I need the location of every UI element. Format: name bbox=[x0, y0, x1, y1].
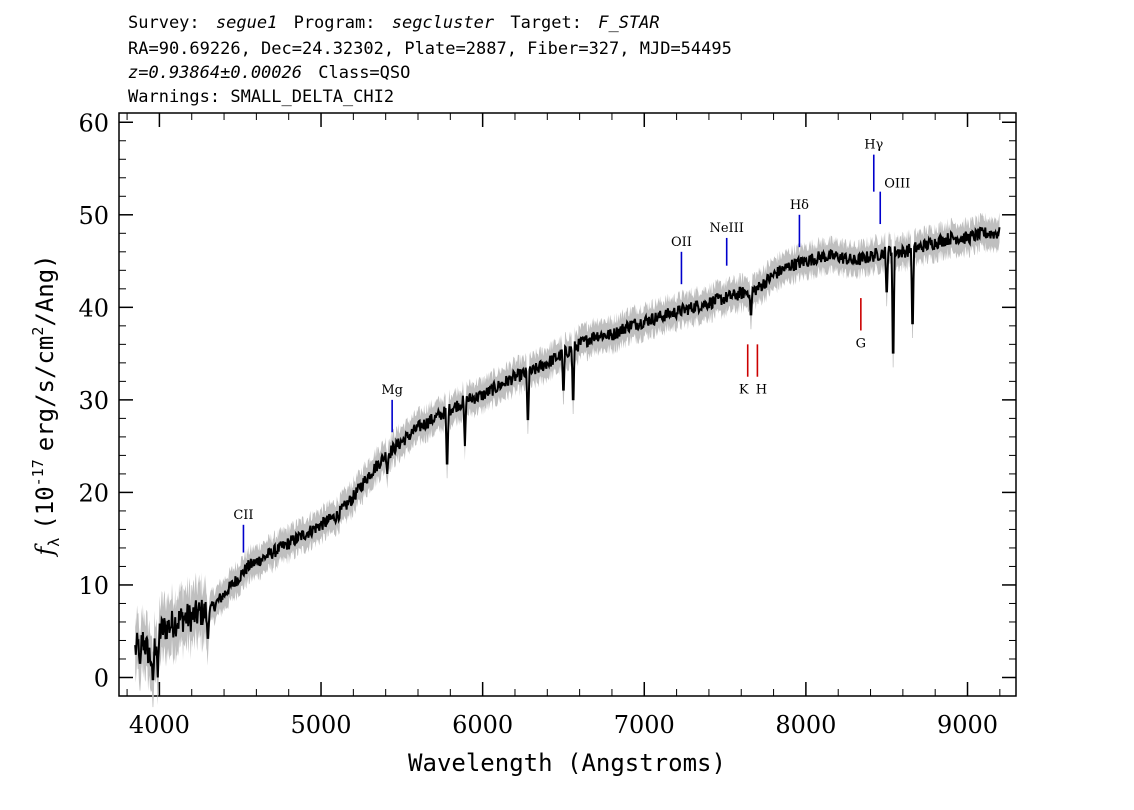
spectrum-line bbox=[134, 226, 1001, 681]
line-label-4: Hδ bbox=[790, 198, 809, 213]
x-tick-label-0: 4000 bbox=[129, 711, 190, 739]
y-tick-label-1: 10 bbox=[78, 572, 109, 600]
header-line-4: Warnings: SMALL_DELTA_CHI2 bbox=[128, 87, 394, 107]
x-tick-label-1: 5000 bbox=[290, 711, 351, 739]
line-label-1: Mg bbox=[381, 383, 403, 398]
spectral-lines-layer: CII Mg OII NeIII Hδ Hγ OIII K H G bbox=[233, 138, 910, 553]
x-tick-label-5: 9000 bbox=[937, 711, 998, 739]
y-tick-label-4: 40 bbox=[78, 294, 109, 322]
y-axis-unit-mid: erg/s/cm bbox=[31, 336, 59, 452]
x-tick-label-3: 7000 bbox=[614, 711, 675, 739]
header-line-3: z=0.93864±0.00026 Class=QSO bbox=[128, 63, 410, 83]
y-axis-title: fλ(10-17erg/s/cm2/Ang) bbox=[29, 254, 63, 557]
class-value: Class=QSO bbox=[318, 63, 410, 83]
error-band bbox=[135, 212, 1000, 708]
y-tick-label-2: 20 bbox=[78, 479, 109, 507]
line-label-5: Hγ bbox=[864, 138, 883, 153]
header-line-2: RA=90.69226, Dec=24.32302, Plate=2887, F… bbox=[128, 39, 732, 59]
x-axis-title: Wavelength (Angstroms) bbox=[408, 749, 726, 777]
header: Survey: segue1 Program: segcluster Targe… bbox=[128, 13, 732, 107]
target-label: Target: bbox=[510, 13, 582, 33]
x-tick-label-2: 6000 bbox=[452, 711, 513, 739]
y-tick-label-6: 60 bbox=[78, 109, 109, 137]
line-label-9: G bbox=[856, 336, 866, 351]
line-label-2: OII bbox=[671, 235, 692, 250]
survey-value: segue1 bbox=[216, 13, 277, 33]
redshift-value: z=0.93864±0.00026 bbox=[128, 63, 302, 83]
y-axis-subscript: λ bbox=[45, 538, 63, 547]
y-axis-exponent: -17 bbox=[29, 459, 47, 486]
y-axis-unit-pre: (10 bbox=[31, 486, 59, 529]
ticks-layer: 4000 5000 6000 7000 8000 9000 0 10 20 30 40 50 60 bbox=[78, 109, 1016, 739]
x-tick-label-4: 8000 bbox=[775, 711, 836, 739]
line-label-3: NeIII bbox=[709, 221, 743, 236]
y-tick-label-5: 50 bbox=[78, 202, 109, 230]
header-line-1: Survey: segue1 Program: segcluster Targe… bbox=[128, 13, 660, 33]
error-band-layer bbox=[135, 212, 1000, 708]
plot-frame bbox=[118, 112, 1017, 697]
program-value: segcluster bbox=[392, 13, 495, 33]
y-axis-exponent-2: 2 bbox=[29, 327, 47, 336]
line-label-7: K bbox=[739, 383, 749, 398]
y-axis-unit-post: /Ang) bbox=[31, 254, 59, 326]
spectrum-layer bbox=[134, 226, 1001, 681]
survey-label: Survey: bbox=[128, 13, 200, 33]
y-tick-label-0: 0 bbox=[94, 664, 109, 692]
line-label-0: CII bbox=[233, 508, 253, 523]
target-value: F_STAR bbox=[598, 13, 659, 33]
program-label: Program: bbox=[294, 13, 376, 33]
line-label-6: OIII bbox=[884, 177, 910, 192]
y-tick-label-3: 30 bbox=[78, 387, 109, 415]
line-label-8: H bbox=[756, 383, 767, 398]
